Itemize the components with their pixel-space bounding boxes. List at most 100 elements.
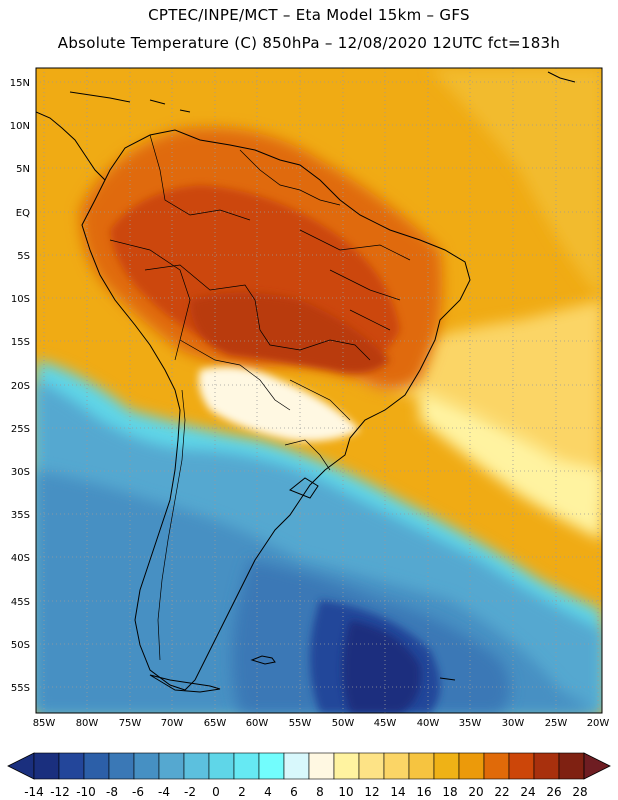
colorbar-label: -8 <box>106 785 118 799</box>
lat-label: 35S <box>11 510 30 521</box>
central-america-coastline <box>36 111 106 181</box>
colorbar-label: 12 <box>364 785 379 799</box>
lat-label: 20S <box>11 381 30 392</box>
colorbar-label: 2 <box>238 785 246 799</box>
warm-ne-ocean <box>430 68 602 300</box>
lon-label: 80W <box>76 718 99 729</box>
colorbar-label: 6 <box>290 785 298 799</box>
border-uruguay <box>284 439 331 471</box>
latitude-axis: 15N 10N 5N EQ 5S 10S 15S 20S 25S 30S 35S… <box>10 78 30 694</box>
colorbar-swatches <box>33 752 585 780</box>
pale-transition <box>198 366 360 442</box>
colorbar-label: 20 <box>468 785 483 799</box>
colorbar-label: 26 <box>546 785 561 799</box>
lon-label: 65W <box>204 718 227 729</box>
lon-label: 70W <box>161 718 184 729</box>
colorbar-swatch <box>558 752 585 780</box>
colorbar-swatch <box>458 752 485 780</box>
colorbar-swatch <box>83 752 110 780</box>
colorbar-label: 22 <box>494 785 509 799</box>
tierra-del-fuego <box>149 674 221 693</box>
border-peru-bolivia <box>109 239 191 361</box>
lat-label: EQ <box>16 208 30 219</box>
colorbar-label: -12 <box>50 785 70 799</box>
colorbar-label: -6 <box>132 785 144 799</box>
colorbar-label: 8 <box>316 785 324 799</box>
border-brazil-states <box>289 229 411 421</box>
colorbar-label: 28 <box>572 785 587 799</box>
colorbar-label: -4 <box>158 785 170 799</box>
south-georgia <box>439 677 456 681</box>
lon-label: 55W <box>289 718 312 729</box>
colorbar-label: 16 <box>416 785 431 799</box>
colorbar-label: 0 <box>212 785 220 799</box>
colorbar-swatch <box>433 752 460 780</box>
colorbar-swatch <box>308 752 335 780</box>
lon-label: 25W <box>545 718 568 729</box>
colorbar-label: 4 <box>264 785 272 799</box>
lat-label: 40S <box>11 553 30 564</box>
colorbar: -14 -12 -10 -8 -6 -4 -2 0 2 4 6 8 10 12 … <box>7 752 611 799</box>
colorbar-label: -2 <box>184 785 196 799</box>
colorbar-label: -10 <box>76 785 96 799</box>
lon-label: 35W <box>459 718 482 729</box>
colorbar-swatch <box>483 752 510 780</box>
lat-label: 30S <box>11 467 30 478</box>
colorbar-swatch <box>108 752 135 780</box>
caribbean-islands <box>69 71 576 113</box>
colorbar-swatch <box>208 752 235 780</box>
lat-label: 55S <box>11 683 30 694</box>
lon-label: 40W <box>417 718 440 729</box>
lon-label: 50W <box>332 718 355 729</box>
cold-core-inner <box>342 620 421 713</box>
colorbar-swatch <box>358 752 385 780</box>
colorbar-swatch <box>333 752 360 780</box>
lat-label: 10S <box>11 294 30 305</box>
colorbar-swatch <box>383 752 410 780</box>
temperature-field <box>36 68 602 713</box>
lat-label: 5N <box>16 164 30 175</box>
colorbar-swatch <box>58 752 85 780</box>
lon-label: 85W <box>33 718 56 729</box>
colorbar-swatch <box>408 752 435 780</box>
map-frame <box>35 67 603 714</box>
colorbar-label: -14 <box>24 785 44 799</box>
colorbar-swatch <box>533 752 560 780</box>
colorbar-swatch <box>233 752 260 780</box>
colorbar-label: 10 <box>338 785 353 799</box>
lat-label: 50S <box>11 640 30 651</box>
lat-label: 15S <box>11 337 30 348</box>
colorbar-swatch <box>158 752 185 780</box>
lon-label: 75W <box>119 718 142 729</box>
falklands <box>250 655 276 665</box>
title-line-2: Absolute Temperature (C) 850hPa – 12/08/… <box>57 34 561 52</box>
colorbar-swatch <box>258 752 285 780</box>
colorbar-swatch <box>183 752 210 780</box>
colorbar-label: 14 <box>390 785 405 799</box>
border-brazil-west <box>144 264 371 361</box>
coastlines <box>36 71 576 693</box>
colorbar-high-arrow <box>583 752 611 780</box>
border-bolivia-paraguay <box>179 339 291 411</box>
rio-de-la-plata <box>289 477 319 499</box>
lat-label: 10N <box>10 121 30 132</box>
border-colombia-venezuela <box>149 134 251 221</box>
border-chile-argentina <box>157 389 186 661</box>
lon-label: 45W <box>374 718 397 729</box>
colorbar-label: 18 <box>442 785 457 799</box>
colorbar-swatch <box>133 752 160 780</box>
lon-label: 30W <box>502 718 525 729</box>
colorbar-swatch <box>283 752 310 780</box>
lat-label: 45S <box>11 597 30 608</box>
pale-yellow-band <box>420 390 602 540</box>
colorbar-low-arrow <box>7 752 35 780</box>
lat-label: 25S <box>11 424 30 435</box>
lat-label: 5S <box>17 251 30 262</box>
border-guianas <box>239 149 341 206</box>
colorbar-swatch <box>33 752 60 780</box>
south-america-coastline <box>81 129 471 691</box>
colorbar-swatch <box>508 752 535 780</box>
longitude-axis: 85W 80W 75W 70W 65W 60W 55W 50W 45W 40W … <box>33 718 610 729</box>
country-borders <box>109 134 411 661</box>
